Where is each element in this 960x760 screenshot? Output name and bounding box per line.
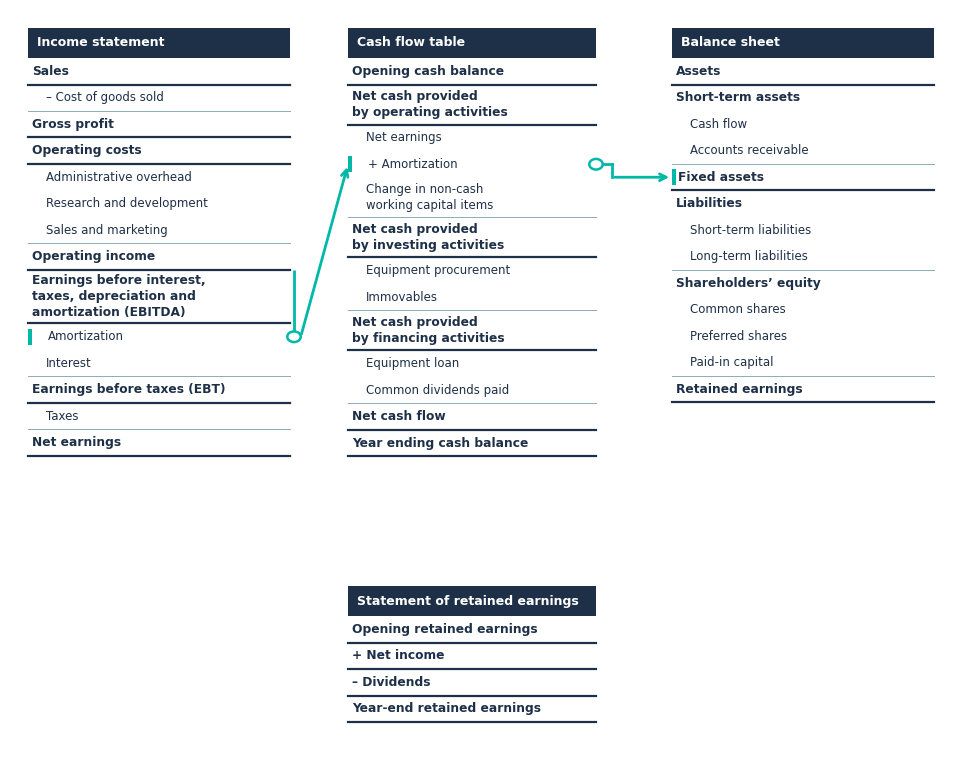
Text: Amortization: Amortization (48, 331, 124, 344)
Text: Fixed assets: Fixed assets (678, 171, 764, 184)
FancyBboxPatch shape (672, 28, 934, 58)
Text: Cash flow: Cash flow (690, 118, 747, 131)
Text: Short-term assets: Short-term assets (676, 91, 800, 104)
Text: Net earnings: Net earnings (32, 436, 121, 449)
Text: Net earnings: Net earnings (366, 131, 442, 144)
Text: Net cash provided
by financing activities: Net cash provided by financing activitie… (352, 316, 505, 345)
Text: – Cost of goods sold: – Cost of goods sold (46, 91, 164, 104)
Text: Common dividends paid: Common dividends paid (366, 384, 509, 397)
Text: Equipment loan: Equipment loan (366, 357, 459, 370)
FancyBboxPatch shape (348, 28, 596, 58)
Text: Preferred shares: Preferred shares (690, 330, 787, 343)
Text: Paid-in capital: Paid-in capital (690, 356, 774, 369)
FancyBboxPatch shape (348, 586, 596, 616)
Text: Long-term liabilities: Long-term liabilities (690, 250, 808, 263)
Text: Equipment procurement: Equipment procurement (366, 264, 511, 277)
Text: Opening cash balance: Opening cash balance (352, 65, 504, 78)
Text: – Dividends: – Dividends (352, 676, 430, 689)
Text: Immovables: Immovables (366, 291, 438, 304)
Text: Accounts receivable: Accounts receivable (690, 144, 808, 157)
Text: Balance sheet: Balance sheet (681, 36, 780, 49)
Text: Short-term liabilities: Short-term liabilities (690, 223, 811, 237)
Text: Earnings before taxes (EBT): Earnings before taxes (EBT) (32, 383, 226, 396)
Text: Shareholders’ equity: Shareholders’ equity (676, 277, 821, 290)
Text: Statement of retained earnings: Statement of retained earnings (357, 594, 579, 607)
Text: Sales and marketing: Sales and marketing (46, 223, 168, 237)
Text: Net cash flow: Net cash flow (352, 410, 445, 423)
Text: Net cash provided
by operating activities: Net cash provided by operating activitie… (352, 90, 508, 119)
Text: Earnings before interest,
taxes, depreciation and
amortization (EBITDA): Earnings before interest, taxes, depreci… (32, 274, 205, 319)
Text: Year-end retained earnings: Year-end retained earnings (352, 702, 541, 715)
Text: Interest: Interest (46, 356, 92, 370)
Text: Common shares: Common shares (690, 303, 785, 316)
Text: Opening retained earnings: Opening retained earnings (352, 622, 538, 636)
Text: Sales: Sales (32, 65, 69, 78)
Text: Change in non-cash
working capital items: Change in non-cash working capital items (366, 183, 493, 212)
Text: Taxes: Taxes (46, 410, 79, 423)
Circle shape (589, 159, 603, 169)
Text: Year ending cash balance: Year ending cash balance (352, 437, 528, 450)
Text: Cash flow table: Cash flow table (357, 36, 466, 49)
FancyBboxPatch shape (672, 169, 676, 185)
Text: Liabilities: Liabilities (676, 198, 743, 211)
Text: Operating costs: Operating costs (32, 144, 142, 157)
Text: Administrative overhead: Administrative overhead (46, 171, 192, 184)
Text: Gross profit: Gross profit (32, 118, 114, 131)
FancyBboxPatch shape (348, 156, 352, 173)
Circle shape (287, 331, 300, 342)
Text: Net cash provided
by investing activities: Net cash provided by investing activitie… (352, 223, 504, 252)
Text: Income statement: Income statement (37, 36, 164, 49)
Text: Research and development: Research and development (46, 198, 208, 211)
Text: Operating income: Operating income (32, 250, 156, 263)
Text: + Amortization: + Amortization (368, 158, 458, 171)
Text: Assets: Assets (676, 65, 721, 78)
Text: Retained earnings: Retained earnings (676, 383, 803, 396)
FancyBboxPatch shape (28, 28, 290, 58)
Text: + Net income: + Net income (352, 649, 444, 662)
FancyBboxPatch shape (28, 328, 32, 345)
